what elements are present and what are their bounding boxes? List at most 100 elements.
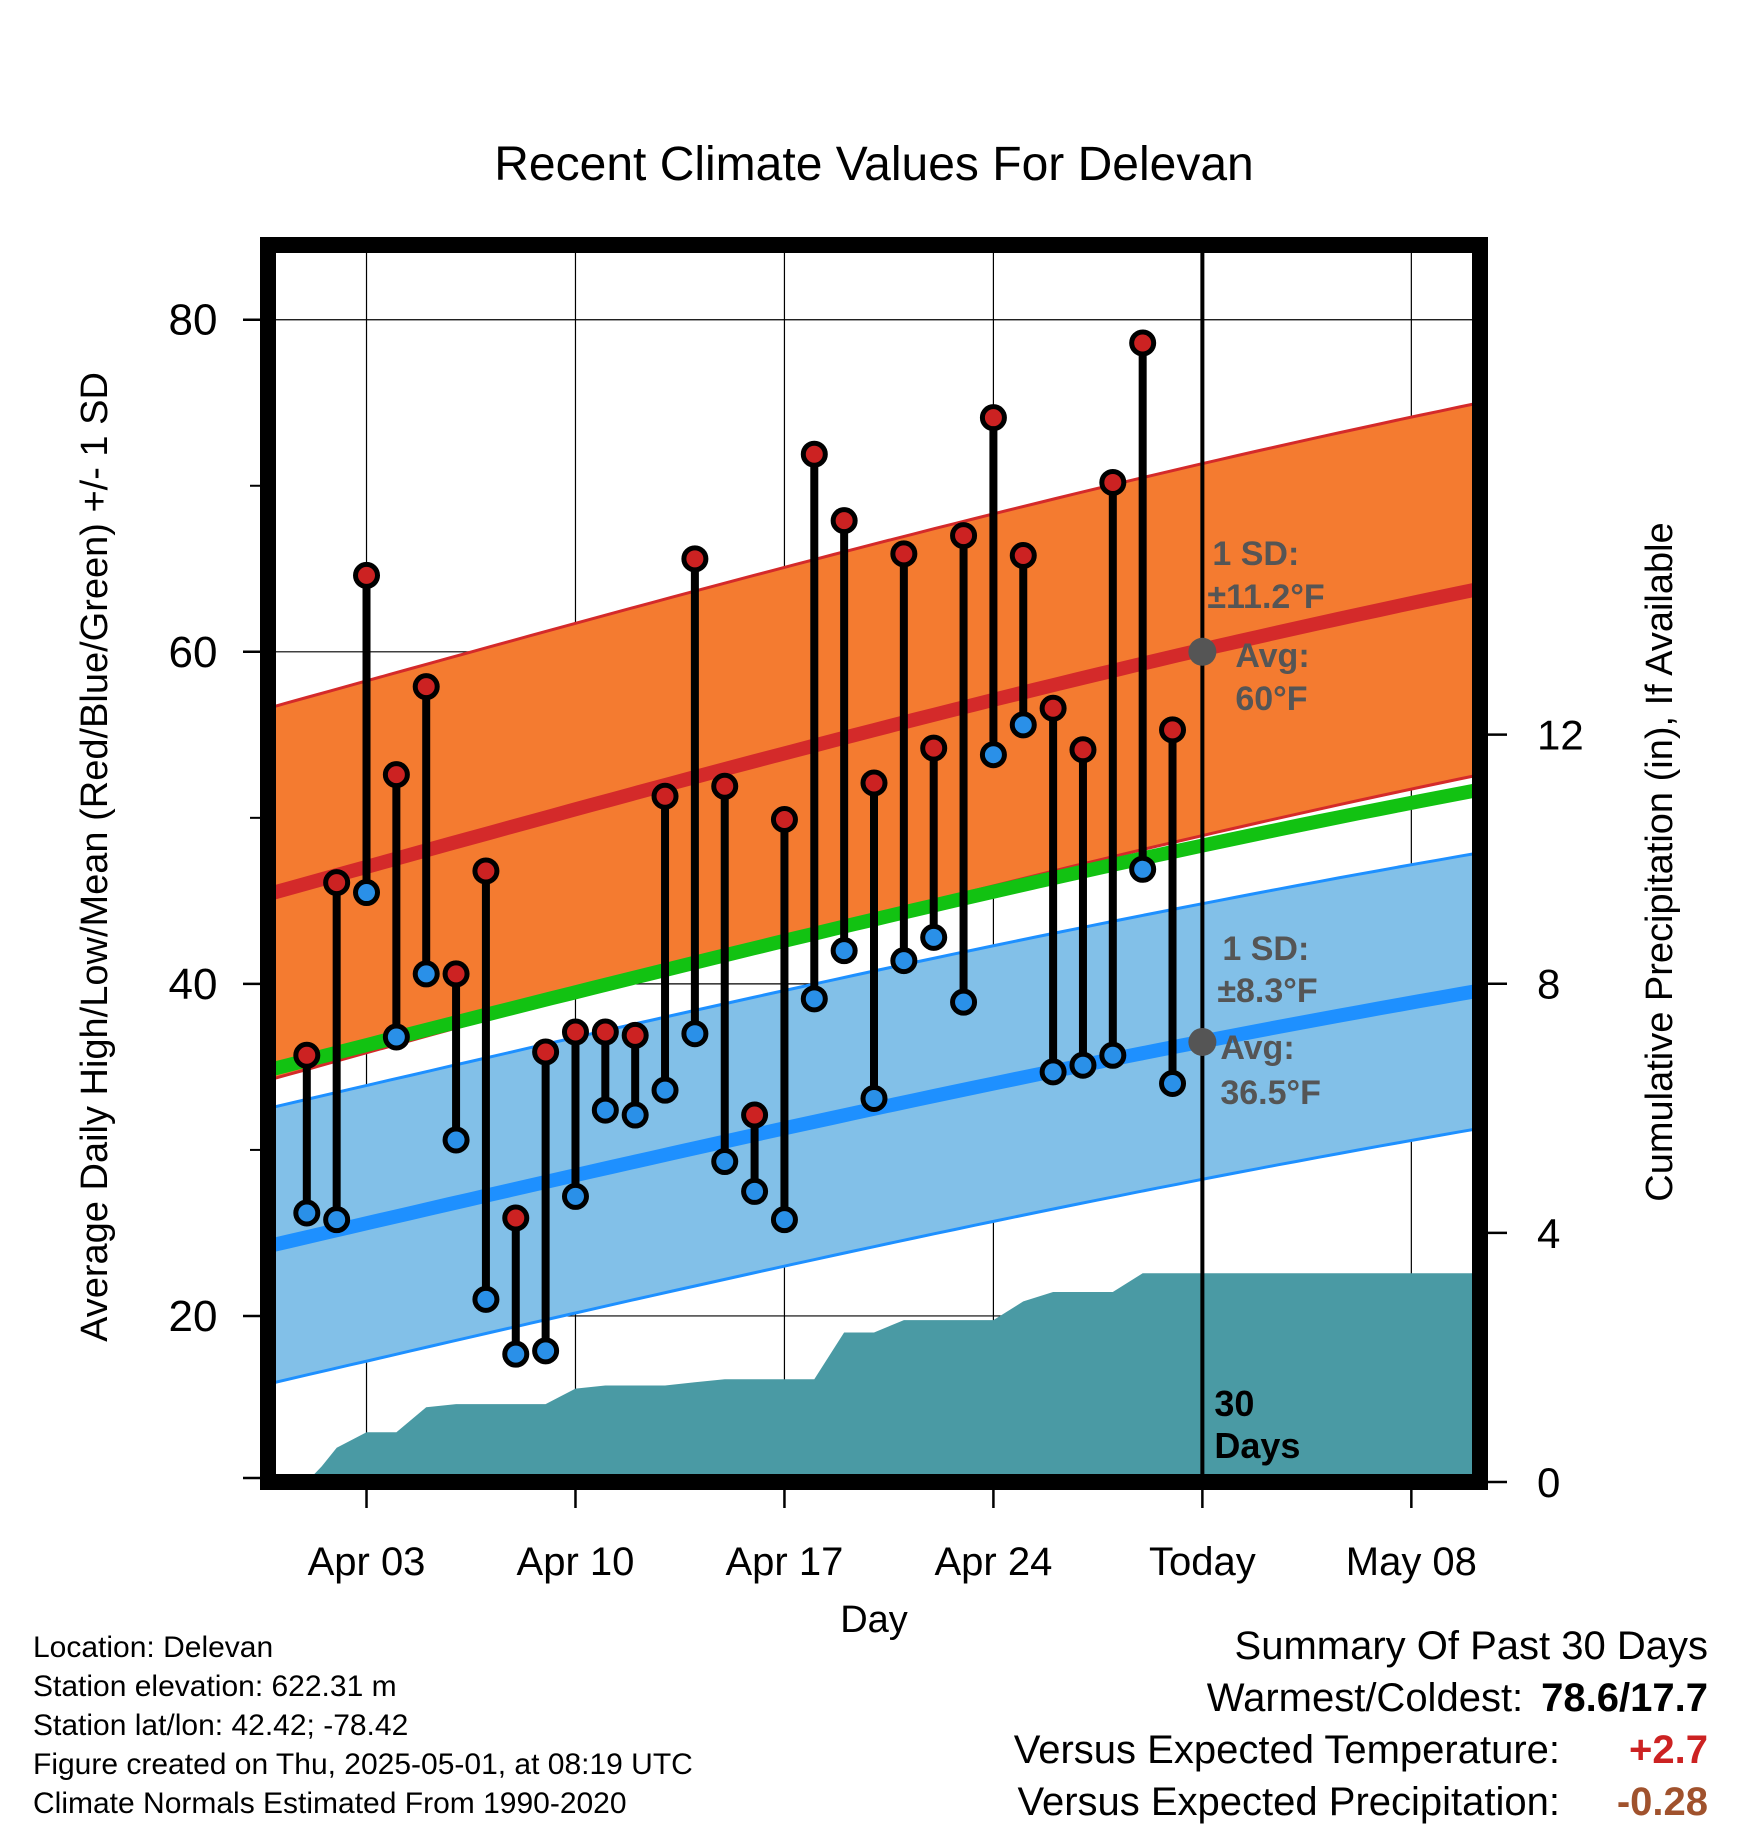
daily-low-point bbox=[711, 1148, 739, 1176]
y2-tick-label: 12 bbox=[1537, 712, 1584, 759]
plot-clipped bbox=[268, 245, 1480, 1482]
daily-high-point bbox=[651, 782, 679, 810]
daily-high-point bbox=[800, 440, 828, 468]
daily-low-point bbox=[830, 937, 858, 965]
normals-text: Climate Normals Estimated From 1990-2020 bbox=[33, 1787, 627, 1820]
daily-low-point bbox=[591, 1096, 619, 1124]
x-tick-label: Apr 17 bbox=[726, 1540, 844, 1584]
daily-high-point bbox=[1009, 541, 1037, 569]
x-tick-label: May 08 bbox=[1346, 1540, 1477, 1584]
daily-high-point bbox=[920, 734, 948, 762]
warmest-coldest-value: 78.6/17.7 bbox=[1541, 1676, 1708, 1720]
normal-high-line bbox=[268, 581, 1480, 901]
x-tick-label: Apr 24 bbox=[934, 1540, 1052, 1584]
daily-high-point bbox=[890, 540, 918, 568]
today-days-label-1: 30 bbox=[1214, 1383, 1254, 1424]
daily-low-point bbox=[502, 1340, 530, 1368]
x-tick-label: Apr 10 bbox=[517, 1540, 635, 1584]
daily-high-point bbox=[621, 1021, 649, 1049]
temp-anomaly-row: Versus Expected Temperature: +2.7 bbox=[1014, 1724, 1708, 1776]
daily-low-point bbox=[442, 1126, 470, 1154]
low-avg-value: 36.5°F bbox=[1220, 1074, 1321, 1112]
daily-high-point bbox=[502, 1204, 530, 1232]
precip-anomaly-value: -0.28 bbox=[1616, 1780, 1708, 1824]
warmest-coldest-label: Warmest/Coldest: bbox=[1206, 1676, 1524, 1720]
high-sd-label: 1 SD: bbox=[1212, 535, 1299, 573]
daily-high-point bbox=[741, 1101, 769, 1129]
daily-low-point bbox=[1009, 711, 1037, 739]
daily-high-point bbox=[561, 1018, 589, 1046]
daily-high-point bbox=[950, 522, 978, 550]
high-sd-upper-line bbox=[268, 401, 1480, 710]
y2-tick-label: 0 bbox=[1537, 1459, 1560, 1506]
y-tick-label: 40 bbox=[169, 960, 218, 1009]
daily-low-point bbox=[651, 1076, 679, 1104]
summary-panel: Summary Of Past 30 Days Warmest/Coldest:… bbox=[1014, 1620, 1708, 1828]
daily-high-point bbox=[1129, 329, 1157, 357]
daily-high-point bbox=[323, 869, 351, 897]
daily-high-point bbox=[711, 772, 739, 800]
today-avg-high-point bbox=[1188, 637, 1217, 666]
plot-frame bbox=[260, 237, 1488, 1490]
precip-anomaly-row: Versus Expected Precipitation: -0.28 bbox=[1014, 1776, 1708, 1828]
daily-low-point bbox=[800, 985, 828, 1013]
low-sd-lower-line bbox=[268, 1126, 1480, 1386]
daily-low-point bbox=[382, 1023, 410, 1051]
daily-high-point bbox=[382, 761, 410, 789]
daily-low-point bbox=[681, 1020, 709, 1048]
high-sd-value: ±11.2°F bbox=[1207, 578, 1324, 616]
daily-high-point bbox=[830, 507, 858, 535]
y2-tick-label: 8 bbox=[1537, 961, 1560, 1008]
daily-low-point bbox=[1039, 1058, 1067, 1086]
daily-low-point bbox=[561, 1182, 589, 1210]
daily-low-point bbox=[979, 741, 1007, 769]
daily-low-point bbox=[950, 988, 978, 1016]
created-text: Figure created on Thu, 2025-05-01, at 08… bbox=[33, 1748, 693, 1781]
daily-low-point bbox=[920, 923, 948, 951]
daily-high-point bbox=[412, 673, 440, 701]
daily-low-point bbox=[1129, 855, 1157, 883]
high-avg-value: 60°F bbox=[1235, 680, 1307, 718]
daily-low-point bbox=[860, 1084, 888, 1112]
daily-high-point bbox=[442, 960, 470, 988]
temp-anomaly-label: Versus Expected Temperature: bbox=[1013, 1728, 1560, 1772]
daily-high-point bbox=[1039, 694, 1067, 722]
daily-low-point bbox=[621, 1101, 649, 1129]
daily-low-point bbox=[1069, 1051, 1097, 1079]
daily-low-point bbox=[1159, 1070, 1187, 1098]
low-sd-value: ±8.3°F bbox=[1217, 972, 1317, 1010]
y-tick-label: 20 bbox=[169, 1292, 218, 1341]
daily-low-point bbox=[770, 1206, 798, 1234]
daily-high-point bbox=[1159, 716, 1187, 744]
high-avg-label: Avg: bbox=[1235, 637, 1309, 675]
y-tick-label: 60 bbox=[169, 628, 218, 677]
daily-low-point bbox=[293, 1199, 321, 1227]
low-sd-band bbox=[268, 852, 1480, 1384]
daily-high-point bbox=[1069, 736, 1097, 764]
chart-title: Recent Climate Values For Delevan bbox=[494, 138, 1253, 191]
latlon-text: Station lat/lon: 42.42; -78.42 bbox=[33, 1709, 409, 1742]
low-avg-label: Avg: bbox=[1220, 1029, 1294, 1067]
temp-anomaly-value: +2.7 bbox=[1629, 1728, 1708, 1772]
daily-low-point bbox=[323, 1206, 351, 1234]
daily-high-point bbox=[293, 1041, 321, 1069]
station-info: Location: Delevan Station elevation: 622… bbox=[33, 1628, 693, 1823]
daily-low-point bbox=[353, 879, 381, 907]
plot-area: 1 SD: ±11.2°F Avg: 60°F 1 SD: ±8.3°F Avg: 36.5°… bbox=[169, 237, 1584, 1584]
daily-high-point bbox=[860, 769, 888, 797]
summary-title: Summary Of Past 30 Days bbox=[1234, 1624, 1708, 1668]
daily-high-point bbox=[472, 857, 500, 885]
x-axis-label: Day bbox=[840, 1599, 908, 1641]
daily-low-point bbox=[472, 1285, 500, 1313]
daily-high-point bbox=[979, 404, 1007, 432]
elevation-text: Station elevation: 622.31 m bbox=[33, 1670, 397, 1703]
today-avg-low-point bbox=[1188, 1027, 1217, 1056]
daily-high-point bbox=[532, 1038, 560, 1066]
daily-low-point bbox=[890, 947, 918, 975]
daily-high-point bbox=[770, 805, 798, 833]
y-axis-label: Average Daily High/Low/Mean (Red/Blue/Gr… bbox=[74, 372, 116, 1342]
warmest-coldest-row: Warmest/Coldest: 78.6/17.7 bbox=[1014, 1672, 1708, 1724]
daily-high-point bbox=[1099, 468, 1127, 496]
low-sd-label: 1 SD: bbox=[1222, 930, 1309, 968]
